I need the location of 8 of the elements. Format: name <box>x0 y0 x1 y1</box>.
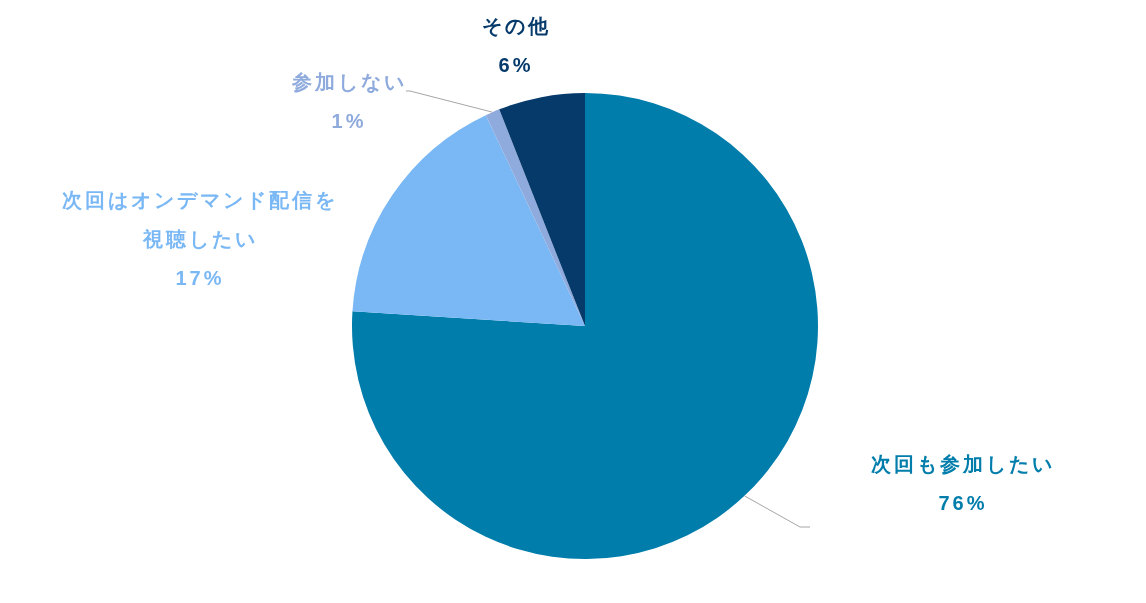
data-label: 76% <box>938 491 988 514</box>
slice-label: 次回はオンデマンド配信を視聴したい <box>62 188 338 250</box>
data-label: 17% <box>175 266 225 289</box>
slice-label: 次回も参加したい <box>871 452 1055 475</box>
slice-label: その他 <box>481 14 551 37</box>
data-label: 1% <box>331 109 367 132</box>
data-label: 6% <box>498 53 534 76</box>
slice-label: 参加しない <box>290 70 407 93</box>
